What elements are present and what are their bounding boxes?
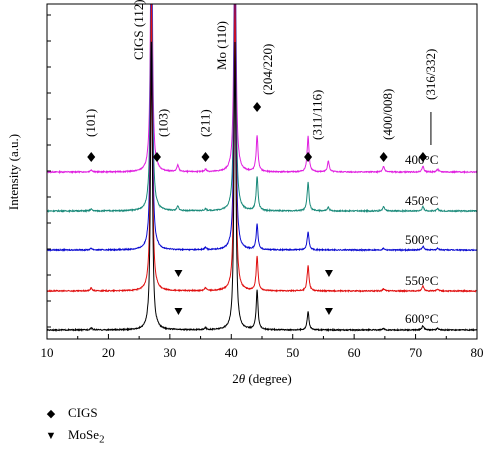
peak-label: (211) bbox=[197, 109, 212, 137]
series-label: 550°C bbox=[405, 273, 438, 288]
legend-label-cigs: CIGS bbox=[68, 405, 98, 420]
y-axis-label: Intensity (a.u.) bbox=[6, 134, 21, 210]
legend-mose2: ▼ MoSe2 bbox=[44, 427, 105, 446]
plot-layer bbox=[47, 4, 477, 333]
mose2-marker bbox=[324, 270, 333, 277]
series-line bbox=[47, 41, 477, 333]
x-axis-label-theta: θ bbox=[239, 371, 246, 386]
cigs-marker bbox=[418, 152, 427, 162]
mose2-marker bbox=[174, 308, 183, 315]
down-triangle-icon: ▼ bbox=[45, 430, 57, 443]
peak-label: (316/332) bbox=[423, 49, 438, 100]
x-tick-label: 60 bbox=[348, 345, 361, 360]
peak-label: (204/220) bbox=[260, 44, 275, 95]
peak-label: (311/116) bbox=[309, 90, 324, 140]
cigs-marker bbox=[87, 152, 96, 162]
series-label: 450°C bbox=[405, 193, 438, 208]
series-label: 500°C bbox=[405, 232, 438, 247]
legend-cigs: ◆ CIGS bbox=[44, 405, 98, 421]
xrd-chart: (101) CIGS (112) (103) (211) Mo (110) (204/22… bbox=[6, 0, 484, 386]
peak-label: Mo (110) bbox=[214, 21, 229, 70]
axis-layer: 10 20 30 40 50 60 70 80 bbox=[41, 14, 484, 360]
label-layer: (101) CIGS (112) (103) (211) Mo (110) (204/22… bbox=[83, 0, 438, 326]
series-line bbox=[47, 4, 477, 253]
cigs-marker bbox=[152, 152, 161, 162]
cigs-marker bbox=[379, 152, 388, 162]
x-tick-label: 30 bbox=[163, 345, 176, 360]
cigs-marker bbox=[304, 152, 313, 162]
x-tick-label: 80 bbox=[471, 345, 484, 360]
peak-label: CIGS (112) bbox=[131, 0, 146, 60]
x-axis-label-prefix: 2 bbox=[232, 371, 239, 386]
cigs-marker bbox=[201, 152, 210, 162]
mose2-marker bbox=[174, 270, 183, 277]
legend-label-mose2: MoSe2 bbox=[68, 427, 105, 446]
peak-label: (101) bbox=[83, 109, 98, 137]
peak-label: (103) bbox=[156, 109, 171, 137]
x-tick-label: 50 bbox=[286, 345, 299, 360]
series-line bbox=[47, 4, 477, 175]
cigs-marker bbox=[253, 102, 262, 112]
x-tick-label: 20 bbox=[102, 345, 115, 360]
peak-label: (400/008) bbox=[380, 89, 395, 140]
series-label: 400°C bbox=[405, 152, 438, 167]
x-axis-label-suffix: (degree) bbox=[245, 371, 292, 386]
x-tick-label: 40 bbox=[225, 345, 238, 360]
series-label: 600°C bbox=[405, 311, 438, 326]
x-axis-label: 2θ (degree) bbox=[232, 371, 291, 386]
series-line bbox=[47, 4, 477, 214]
x-tick-label: 10 bbox=[41, 345, 54, 360]
mose2-marker bbox=[324, 308, 333, 315]
x-tick-label: 70 bbox=[409, 345, 422, 360]
diamond-icon: ◆ bbox=[46, 407, 56, 420]
marker-layer bbox=[87, 102, 427, 315]
series-line bbox=[47, 4, 477, 293]
